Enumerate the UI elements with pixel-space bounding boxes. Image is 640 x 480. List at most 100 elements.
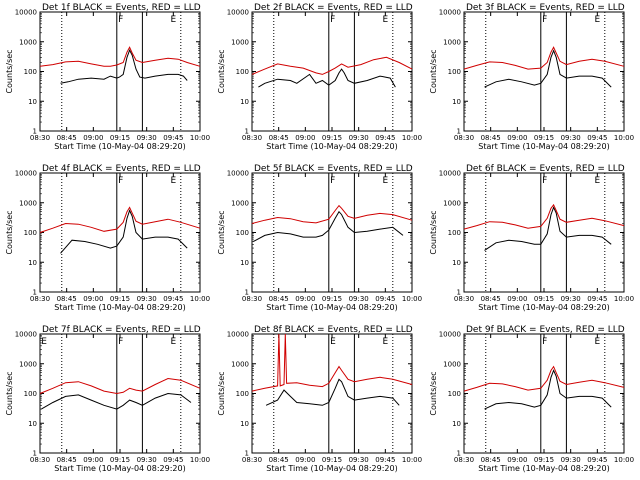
y-tick-label: 10 xyxy=(240,98,249,106)
x-tick-label: 09:45 xyxy=(375,295,395,303)
x-tick-label: 08:45 xyxy=(269,456,289,464)
x-tick-label: 08:30 xyxy=(30,134,50,142)
y-tick-label: 10 xyxy=(452,98,461,106)
x-tick-label: 09:45 xyxy=(163,134,183,142)
x-tick-label: 10:00 xyxy=(402,134,422,142)
y-tick-label: 100 xyxy=(236,229,249,237)
x-tick-label: 09:45 xyxy=(163,456,183,464)
x-tick-label: 08:45 xyxy=(57,295,77,303)
x-tick-label: 09:30 xyxy=(137,134,157,142)
lld-series-line xyxy=(39,46,201,67)
y-tick-label: 1000 xyxy=(231,360,249,368)
x-tick-label: 08:30 xyxy=(454,134,474,142)
x-tick-label: 09:45 xyxy=(587,134,607,142)
lld-series-line xyxy=(251,333,413,392)
flag-label: F xyxy=(542,15,547,25)
y-tick-label: 1000 xyxy=(19,38,37,46)
events-series-line xyxy=(60,48,188,84)
y-axis-label: Counts/sec xyxy=(217,371,226,415)
x-tick-label: 09:15 xyxy=(534,295,554,303)
y-tick-label: 10000 xyxy=(439,9,461,17)
x-tick-label: 09:30 xyxy=(561,295,581,303)
plot-frame xyxy=(463,333,625,454)
x-axis-label: Start Time (10-May-04 08:29:20) xyxy=(54,464,185,473)
x-tick-label: 08:30 xyxy=(242,295,262,303)
y-tick-label: 100 xyxy=(236,68,249,76)
chart-panel: Det 4f BLACK = Events, RED = LLD 1 10 100 10… xyxy=(5,164,210,312)
x-tick-label: 09:15 xyxy=(110,295,130,303)
events-series-line xyxy=(60,209,188,254)
lld-series-line xyxy=(251,56,413,75)
x-tick-label: 09:30 xyxy=(349,295,369,303)
x-tick-label: 10:00 xyxy=(614,456,634,464)
x-tick-label: 08:45 xyxy=(481,295,501,303)
chart-title: Det 7f BLACK = Events, RED = LLD xyxy=(42,325,201,335)
x-tick-label: 10:00 xyxy=(402,456,422,464)
x-tick-label: 08:45 xyxy=(269,295,289,303)
x-tick-label: 08:45 xyxy=(269,134,289,142)
x-axis-label: Start Time (10-May-04 08:29:20) xyxy=(54,142,185,151)
y-tick-label: 1 xyxy=(245,128,249,136)
flag-label: E xyxy=(171,15,177,25)
events-series-line xyxy=(41,392,192,410)
x-tick-label: 08:45 xyxy=(481,456,501,464)
y-tick-label: 100 xyxy=(236,390,249,398)
y-axis-label: Counts/sec xyxy=(429,371,438,415)
y-tick-label: 10 xyxy=(28,420,37,428)
y-tick-label: 10000 xyxy=(439,170,461,178)
x-axis-label: Start Time (10-May-04 08:29:20) xyxy=(266,303,397,312)
x-tick-label: 09:30 xyxy=(349,134,369,142)
y-tick-label: 1 xyxy=(33,450,37,458)
chart-panel: Det 2f BLACK = Events, RED = LLD 1 10 100 10… xyxy=(217,3,422,151)
chart-title: Det 8f BLACK = Events, RED = LLD xyxy=(254,325,413,335)
x-tick-label: 10:00 xyxy=(190,134,210,142)
plot-frame xyxy=(39,172,201,293)
flag-label: F xyxy=(118,176,123,186)
events-series-line xyxy=(484,206,612,251)
y-axis-label: Counts/sec xyxy=(5,371,14,415)
x-tick-label: 09:45 xyxy=(587,295,607,303)
x-tick-label: 09:30 xyxy=(561,456,581,464)
y-tick-label: 10000 xyxy=(227,9,249,17)
chart-panel: Det 5f BLACK = Events, RED = LLD 1 10 100 10… xyxy=(217,164,422,312)
y-tick-label: 10 xyxy=(240,420,249,428)
y-tick-label: 1000 xyxy=(231,199,249,207)
x-tick-label: 09:00 xyxy=(507,456,527,464)
x-tick-label: 09:45 xyxy=(375,134,395,142)
flag-label: E xyxy=(595,337,601,347)
x-tick-label: 09:30 xyxy=(137,295,157,303)
chart-title: Det 6f BLACK = Events, RED = LLD xyxy=(466,164,625,174)
x-axis-label: Start Time (10-May-04 08:29:20) xyxy=(478,464,609,473)
x-tick-label: 08:30 xyxy=(454,456,474,464)
x-tick-label: 10:00 xyxy=(402,295,422,303)
y-tick-label: 1 xyxy=(245,289,249,297)
x-tick-label: 09:00 xyxy=(83,456,103,464)
flag-label: E xyxy=(171,337,177,347)
x-tick-label: 10:00 xyxy=(190,456,210,464)
chart-panel: Det 7f BLACK = Events, RED = LLD 1 10 100 10… xyxy=(5,325,210,473)
y-tick-label: 1000 xyxy=(443,360,461,368)
y-tick-label: 1 xyxy=(457,450,461,458)
y-tick-label: 1000 xyxy=(19,360,37,368)
y-tick-label: 100 xyxy=(448,229,461,237)
y-tick-label: 1 xyxy=(33,289,37,297)
x-tick-label: 08:30 xyxy=(242,134,262,142)
y-tick-label: 1000 xyxy=(231,38,249,46)
x-tick-label: 08:45 xyxy=(481,134,501,142)
x-tick-label: 09:15 xyxy=(322,134,342,142)
x-tick-label: 09:15 xyxy=(322,456,342,464)
flag-label: F xyxy=(330,15,335,25)
flag-label: E xyxy=(383,337,389,347)
x-tick-label: 09:45 xyxy=(375,456,395,464)
flag-label: E xyxy=(330,337,336,347)
y-tick-label: 10000 xyxy=(227,170,249,178)
y-tick-label: 10 xyxy=(28,259,37,267)
chart-panel: Det 6f BLACK = Events, RED = LLD 1 10 100 10… xyxy=(429,164,634,312)
y-tick-label: 10000 xyxy=(15,170,37,178)
x-tick-label: 09:30 xyxy=(349,456,369,464)
plot-frame xyxy=(251,333,413,454)
flag-label: F xyxy=(542,337,547,347)
y-tick-label: 100 xyxy=(448,390,461,398)
flag-label: F xyxy=(118,337,123,347)
lld-series-line xyxy=(39,377,201,395)
